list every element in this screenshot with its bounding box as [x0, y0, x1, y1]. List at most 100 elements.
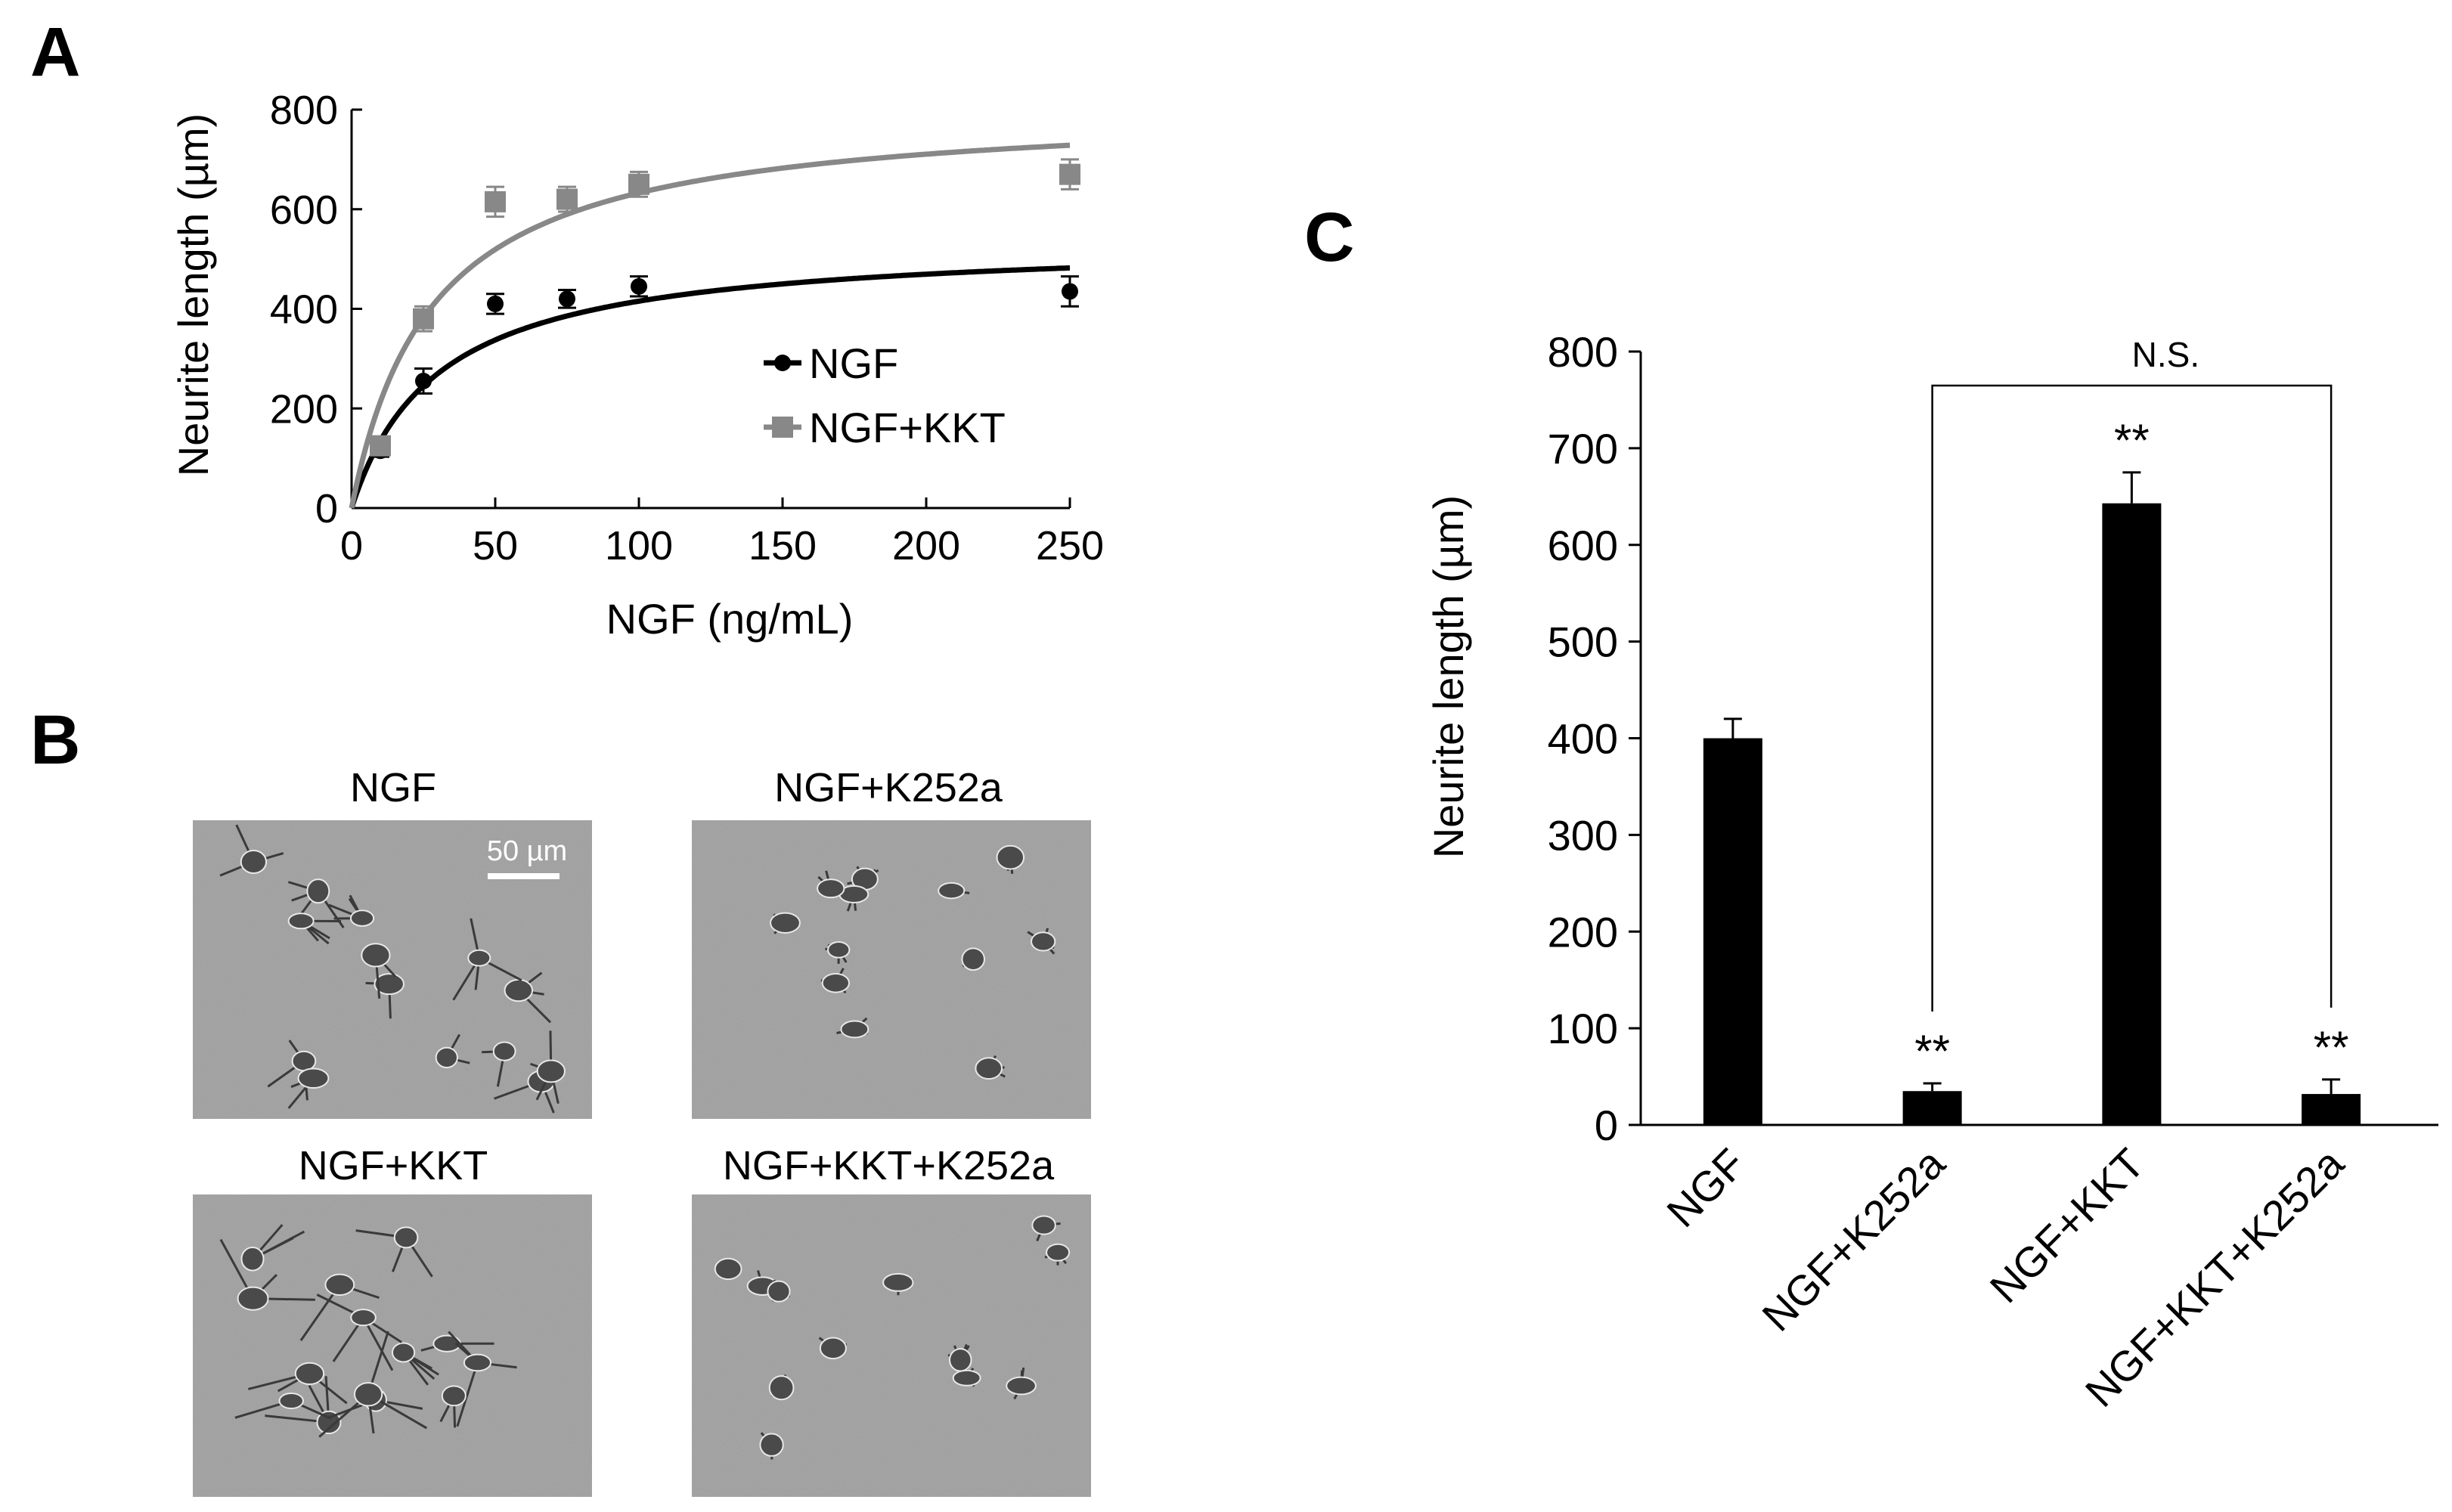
scale-bar-label: 50 µm: [487, 835, 567, 867]
micrograph-label-ngf-kkt: NGF+KKT: [299, 1143, 488, 1188]
c-y-tick-label: 100: [1548, 1005, 1618, 1052]
panel-a: A 0 200 400 600 800 0 50 100 150 200 250 NGF NGF+KK…: [30, 14, 1104, 643]
cell-body: [961, 947, 985, 971]
c-y-tick-label: 300: [1548, 811, 1618, 859]
c-y-tick-label: 800: [1548, 328, 1618, 376]
a-point-square: [628, 173, 649, 195]
cell-body: [349, 909, 375, 927]
a-x-tick-label: 100: [605, 523, 673, 569]
micrograph-label-ngf-k252a: NGF+K252a: [774, 765, 1003, 810]
cell-body: [306, 878, 330, 904]
cell-body: [467, 949, 491, 967]
a-x-tick-label: 150: [749, 523, 817, 569]
cell-body: [492, 1041, 516, 1061]
panel-a-y-axis-label: Neurite length (µm): [169, 113, 217, 476]
scale-bar: [488, 873, 560, 879]
c-category-label: NGF: [1657, 1139, 1754, 1236]
cell-body: [463, 1353, 492, 1372]
cell-body: [952, 1369, 981, 1387]
cell-body: [324, 1273, 355, 1297]
a-point-square: [370, 435, 391, 457]
a-x-tick-label: 0: [340, 523, 363, 569]
cell-body: [1031, 1215, 1056, 1235]
c-y-tick-label: 200: [1548, 908, 1618, 956]
cell-body: [393, 1226, 419, 1249]
micrograph-label-ngf: NGF: [350, 765, 436, 810]
c-category-label: NGF+KKT: [1981, 1139, 2153, 1312]
cell-body: [770, 912, 801, 934]
c-significance-label: **: [2314, 1022, 2349, 1073]
panel-a-fit-curves: [349, 142, 1071, 510]
c-category-label: NGF+K252a: [1753, 1139, 1954, 1340]
panel-a-axes: 0 200 400 600 800 0 50 100 150 200 250: [270, 88, 1104, 569]
a-fit-curve-2: [349, 142, 1071, 509]
panel-c-bars: [1703, 471, 2361, 1125]
a-x-tick-label: 50: [473, 523, 518, 569]
cell-body: [350, 1309, 377, 1327]
panel-a-legend: NGF NGF+KKT: [764, 339, 1006, 451]
panel-a-data-points: [370, 158, 1080, 460]
c-y-tick-label: 700: [1548, 425, 1618, 472]
cell-body: [353, 1382, 383, 1407]
panel-c-axes: 0 100 200 300 400 500 600 700 800: [1548, 328, 2438, 1149]
cell-body: [1006, 1376, 1037, 1396]
cell-body: [297, 1067, 330, 1089]
cell-body: [374, 973, 405, 996]
cell-body: [361, 943, 391, 968]
cell-body: [768, 1375, 795, 1401]
cell-body: [938, 881, 966, 900]
c-y-tick-label: 400: [1548, 715, 1618, 763]
cell-body: [975, 1057, 1003, 1080]
cell-body: [291, 1050, 317, 1072]
cell-body: [949, 1348, 972, 1372]
cell-body: [767, 1280, 791, 1303]
a-y-tick-label: 0: [315, 486, 338, 531]
panel-a-x-axis-label: NGF (ng/mL): [606, 595, 854, 643]
panel-b: B NGF NGF+K252a NGF+KKT NGF+KKT+K252a 50…: [30, 702, 1091, 1497]
c-bar: [2102, 503, 2162, 1125]
c-y-tick-label: 600: [1548, 522, 1618, 569]
a-y-tick-label: 800: [270, 88, 338, 133]
a-point-circle: [415, 373, 432, 390]
c-significance-label: **: [2114, 415, 2150, 466]
micrograph-ngf: [193, 820, 592, 1119]
cell-body: [714, 1257, 742, 1281]
panel-a-letter: A: [30, 14, 80, 91]
cell-body: [240, 1246, 265, 1272]
cell-body: [441, 1385, 467, 1407]
cell-body: [240, 849, 268, 875]
cell-body: [278, 1392, 304, 1409]
c-y-tick-label: 0: [1595, 1101, 1618, 1149]
cell-neurite: [456, 1362, 479, 1427]
c-bar: [1703, 738, 1762, 1125]
a-legend-marker: [772, 417, 793, 438]
panel-c-annotations: ** ** ** N.S.: [1914, 335, 2348, 1077]
a-point-circle: [559, 290, 575, 308]
a-legend-marker: [774, 355, 791, 371]
cell-body: [996, 844, 1025, 870]
panel-b-letter: B: [30, 702, 80, 779]
cell-body: [536, 1059, 566, 1083]
c-comparison-label: N.S.: [2132, 335, 2199, 374]
cell-body: [827, 941, 851, 959]
micrograph-ngf-kkt-k252a: [692, 1194, 1091, 1497]
a-y-tick-label: 400: [270, 287, 338, 333]
cell-neurite: [362, 1316, 394, 1371]
a-point-square: [413, 308, 434, 330]
a-point-square: [556, 188, 578, 210]
c-y-tick-label: 500: [1548, 618, 1618, 666]
a-x-tick-label: 200: [892, 523, 960, 569]
a-point-circle: [631, 277, 647, 295]
c-bar: [1902, 1091, 1962, 1125]
c-bar: [2302, 1094, 2361, 1125]
a-legend-label: NGF: [809, 339, 898, 387]
cell-body: [504, 978, 534, 1002]
c-comparison-bracket: [1931, 384, 2333, 1012]
c-significance-label: **: [1914, 1026, 1950, 1077]
a-y-tick-label: 200: [270, 386, 338, 432]
micrograph-label-ngf-kkt-k252a: NGF+KKT+K252a: [723, 1143, 1055, 1188]
cell-body: [237, 1286, 269, 1311]
cell-body: [287, 912, 315, 930]
